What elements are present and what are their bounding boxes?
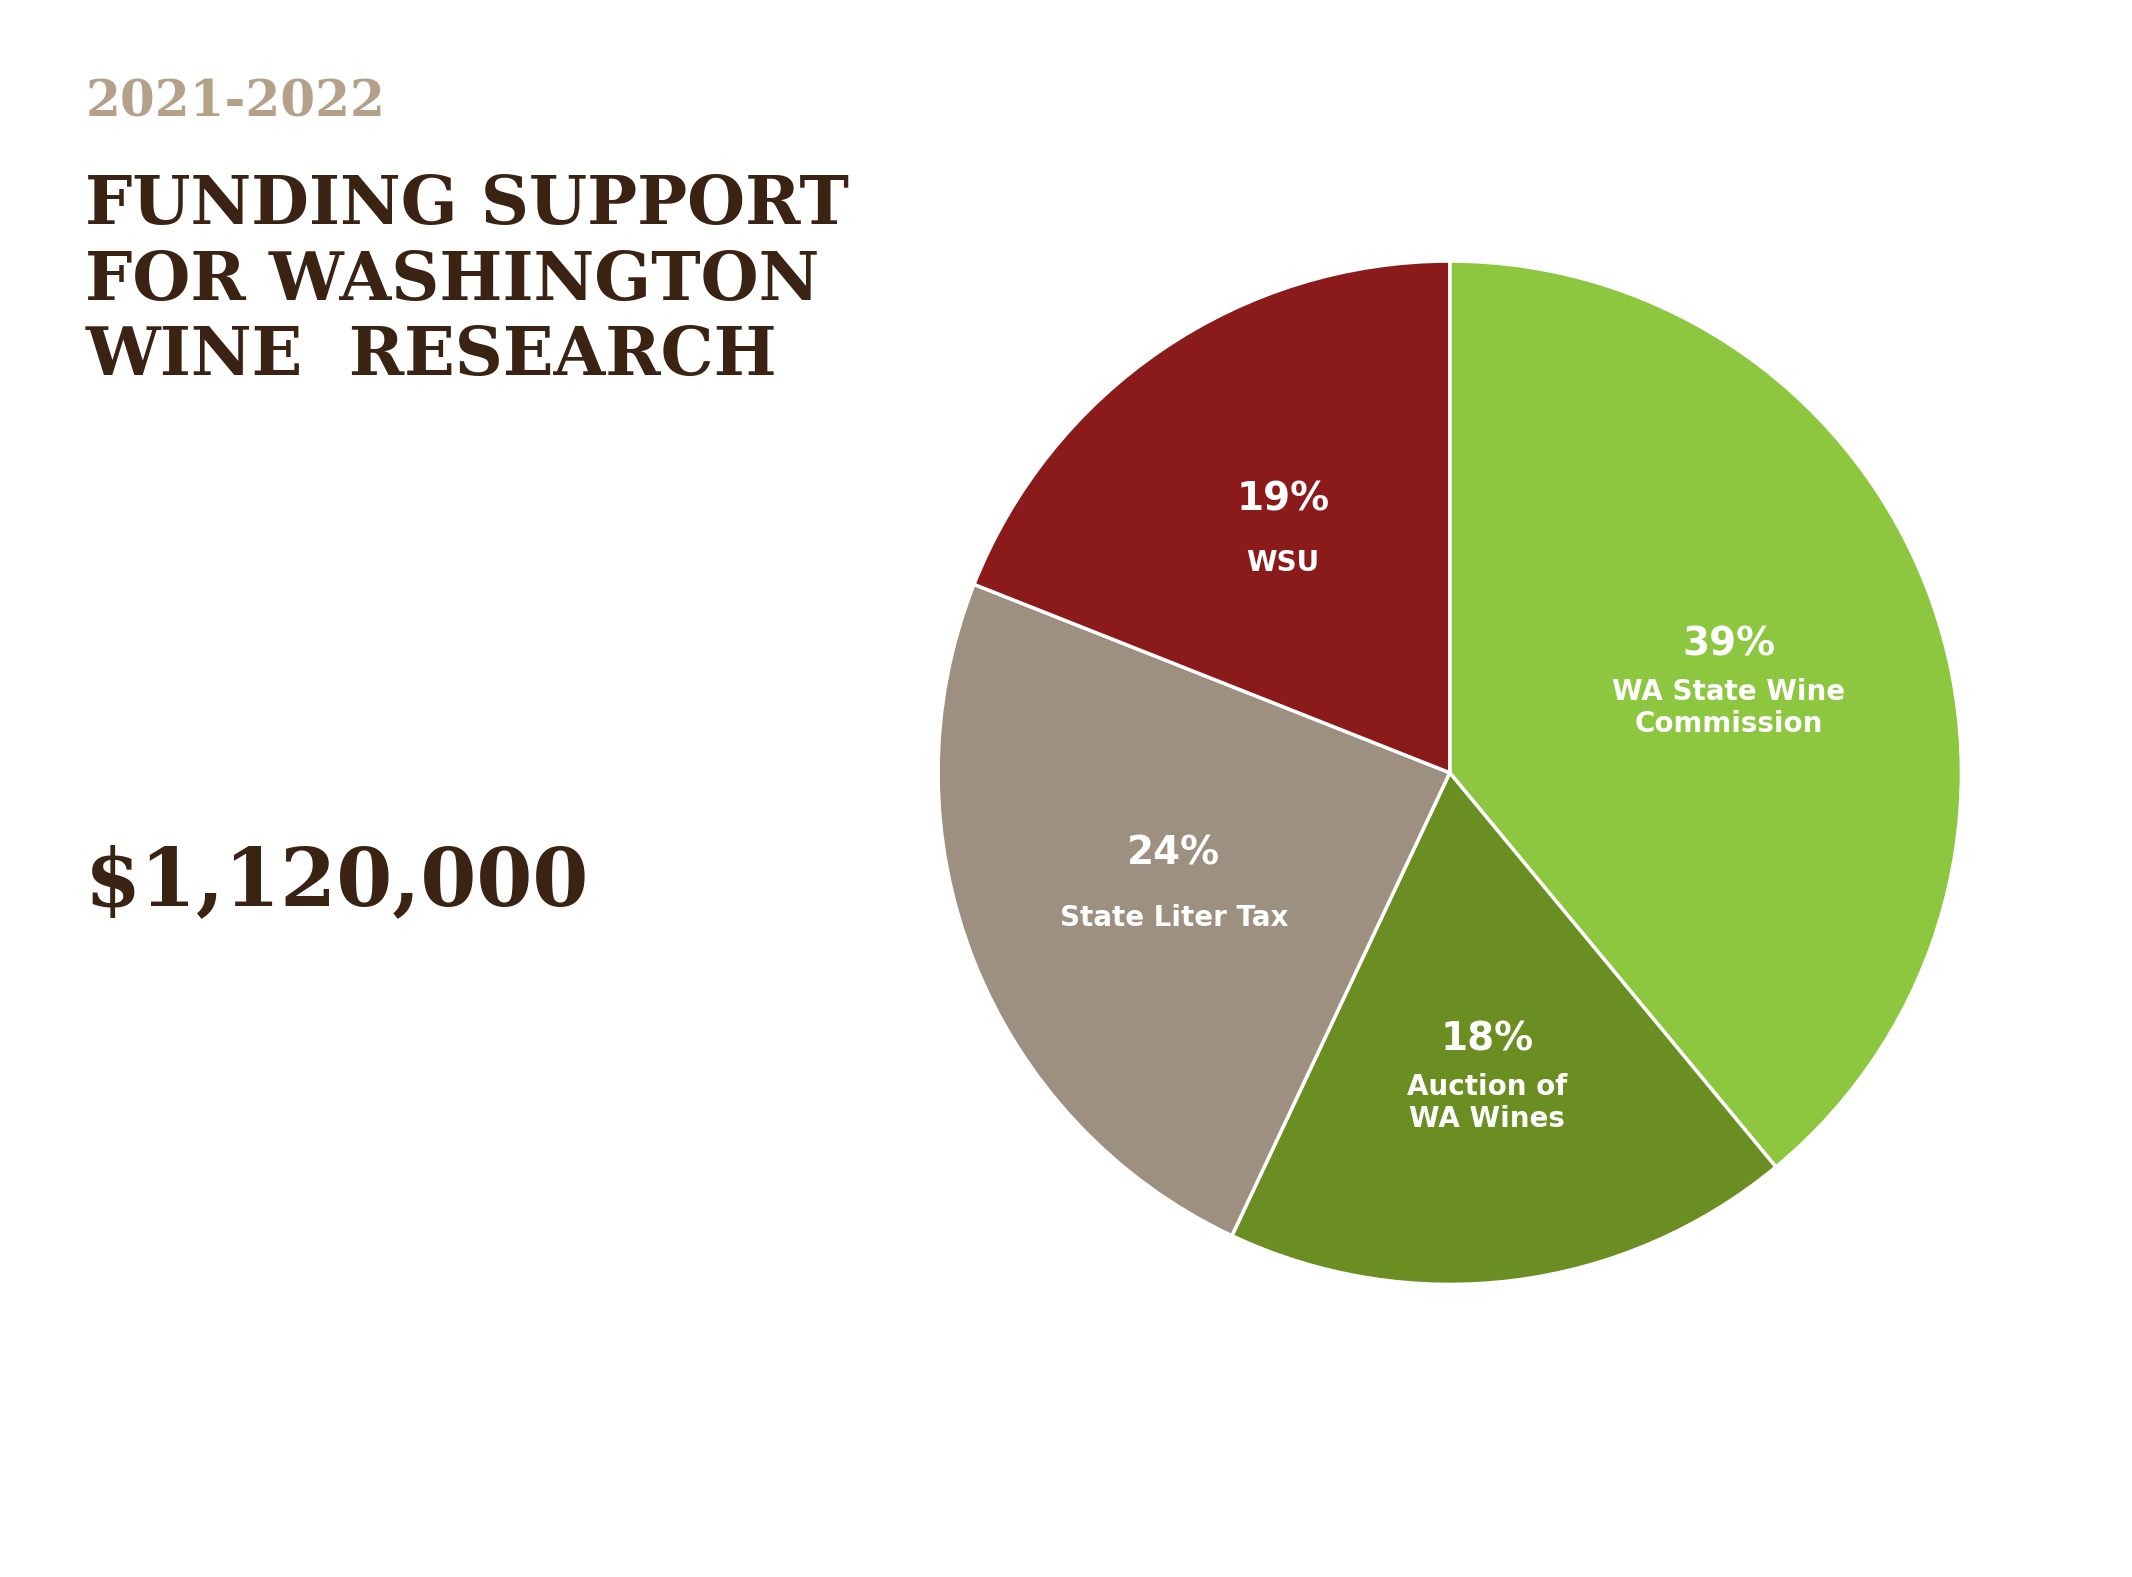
Text: 24%: 24%	[1128, 834, 1220, 872]
Text: FUNDING SUPPORT
FOR WASHINGTON
WINE  RESEARCH: FUNDING SUPPORT FOR WASHINGTON WINE RESE…	[85, 173, 849, 390]
Text: State Liter Tax: State Liter Tax	[1060, 904, 1288, 932]
Text: 18%: 18%	[1441, 1020, 1533, 1058]
Text: 19%: 19%	[1237, 479, 1330, 519]
Text: Auction of
WA Wines: Auction of WA Wines	[1407, 1072, 1567, 1134]
Wedge shape	[974, 262, 1450, 773]
Wedge shape	[938, 585, 1450, 1236]
Wedge shape	[1232, 773, 1776, 1284]
Text: WA State Wine
Commission: WA State Wine Commission	[1612, 678, 1846, 738]
Text: 2021-2022: 2021-2022	[85, 79, 386, 128]
Text: 39%: 39%	[1682, 624, 1776, 662]
Text: $1,120,000: $1,120,000	[85, 844, 591, 923]
Wedge shape	[1450, 262, 1961, 1167]
Text: WSU: WSU	[1247, 549, 1320, 577]
